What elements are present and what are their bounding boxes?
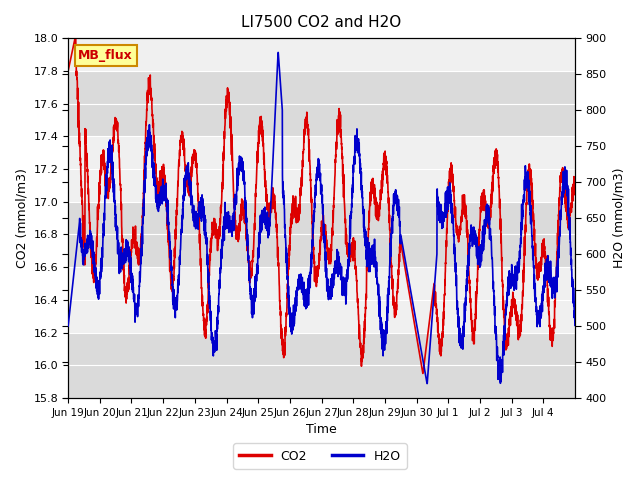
CO2 <box>571 186 579 192</box>
CO2 <box>173 203 180 208</box>
H2O <box>571 323 579 328</box>
CO2 <box>64 68 72 74</box>
CO2 <box>371 193 378 199</box>
CO2 <box>72 25 79 31</box>
CO2 <box>380 162 387 168</box>
Y-axis label: CO2 (mmol/m3): CO2 (mmol/m3) <box>15 168 28 268</box>
H2O <box>371 260 378 265</box>
Bar <box>68 202 575 267</box>
CO2 <box>419 371 427 376</box>
Legend: CO2, H2O: CO2, H2O <box>233 444 407 469</box>
Text: MB_flux: MB_flux <box>78 49 133 62</box>
X-axis label: Time: Time <box>306 423 337 436</box>
CO2 <box>571 183 579 189</box>
CO2 <box>523 182 531 188</box>
CO2 <box>206 257 214 263</box>
Y-axis label: H2O (mmol/m3): H2O (mmol/m3) <box>612 168 625 268</box>
Bar <box>68 71 575 136</box>
Line: CO2: CO2 <box>68 28 575 373</box>
H2O <box>423 381 431 386</box>
H2O <box>206 305 214 311</box>
H2O <box>275 49 282 55</box>
Title: LI7500 CO2 and H2O: LI7500 CO2 and H2O <box>241 15 402 30</box>
Line: H2O: H2O <box>68 52 575 384</box>
Bar <box>68 333 575 398</box>
H2O <box>523 180 531 185</box>
H2O <box>64 323 72 329</box>
H2O <box>571 315 579 321</box>
H2O <box>380 335 387 340</box>
H2O <box>173 297 180 303</box>
